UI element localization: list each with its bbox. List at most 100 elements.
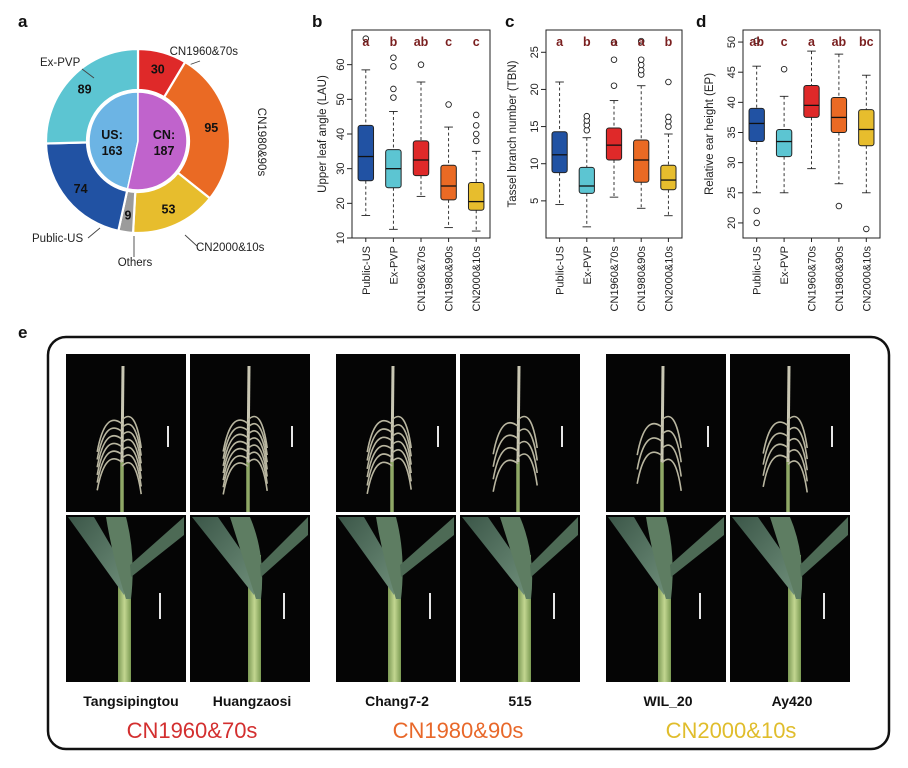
tassel-branch: [247, 415, 268, 449]
tassel-branch: [636, 422, 663, 456]
pie-slice-ex-pvp: [44, 47, 140, 145]
x-tick-label-cn1960-70s: CN1960&70s: [807, 246, 819, 312]
leaf-blade: [608, 517, 668, 595]
outlier-ex-pvp: [583, 112, 591, 120]
outlier-public-us: [362, 35, 370, 42]
tassel-branch: [96, 458, 123, 491]
pie-value-others: 9: [125, 208, 132, 222]
x-tick-label-ex-pvp: Ex-PVP: [779, 246, 791, 285]
box-cn1960-70s: [803, 84, 820, 118]
y-tick-label: 20: [335, 197, 347, 209]
box-cn1960-70s: [412, 140, 430, 177]
boxplot-tassel-branch-number: 5 10 15 20 25 Tassel branch number (TBN) a Publ…: [507, 29, 683, 312]
x-tick-label-cn1980-90s: CN1980&90s: [444, 246, 456, 312]
tassel-branch: [762, 443, 789, 476]
line-name-tangsipingtou: Tangsipingtou: [83, 693, 178, 709]
y-tick-label: 50: [726, 36, 738, 48]
outlier-ex-pvp: [390, 54, 397, 61]
tassel-branch: [247, 430, 268, 463]
significance-letter-cn2000-10s: c: [473, 35, 480, 49]
outlier-ex-pvp: [780, 65, 788, 73]
leaf-blade: [68, 517, 128, 595]
leaf-blade: [732, 517, 798, 595]
outlier-cn1980-90s: [637, 37, 645, 45]
box-cn1960-70s: [605, 127, 623, 161]
panel-label-a: a: [18, 12, 28, 31]
inner-value-us: 163: [102, 144, 123, 158]
pie-label-cn1980-90s: CN1980&90s: [255, 108, 267, 177]
tassel-spike: [516, 365, 521, 463]
upper-leaf: [800, 517, 848, 577]
tassel-branch: [247, 422, 268, 456]
tassel-spike: [390, 365, 395, 463]
upper-leaf: [400, 517, 454, 577]
y-axis-label: Upper leaf angle (LAU): [317, 75, 329, 193]
upper-leaf: [670, 517, 724, 577]
x-tick-label-public-us: Public-US: [361, 246, 373, 295]
y-tick-label: 45: [726, 66, 738, 78]
photo-grid: [66, 354, 850, 682]
x-tick-label-cn1980-90s: CN1980&90s: [834, 246, 846, 312]
y-tick-label: 40: [335, 128, 347, 140]
tassel-branch: [391, 432, 412, 465]
era-caption-1980: CN1980&90s: [393, 718, 524, 743]
leaf-sheath: [500, 517, 533, 599]
y-tick-label: 60: [335, 59, 347, 71]
significance-letter-cn2000-10s: bc: [859, 35, 874, 49]
tassel-branch: [366, 453, 393, 486]
box-public-us: [551, 131, 568, 174]
tassel-branch: [492, 459, 519, 492]
pie-label-cn2000-10s: CN2000&10s: [196, 242, 265, 254]
significance-letter-public-us: ab: [749, 35, 764, 49]
x-tick-label-cn1960-70s: CN1960&70s: [609, 246, 621, 312]
y-tick-label: 25: [726, 187, 738, 199]
tassel-branch: [222, 440, 249, 474]
outlier-cn1960-70s: [610, 82, 618, 89]
tassel-branch: [787, 437, 808, 471]
y-axis-label: Tassel branch number (TBN): [507, 60, 519, 207]
significance-letter-cn1980-90s: a: [638, 35, 646, 49]
tassel-branch: [787, 415, 808, 449]
outlier-ex-pvp: [390, 85, 397, 93]
outlier-cn2000-10s: [472, 130, 480, 138]
significance-letter-ex-pvp: c: [781, 35, 788, 49]
tassel-branch: [247, 437, 268, 470]
outlier-public-us: [753, 219, 760, 227]
inner-slice-cn: [126, 91, 188, 191]
tassel-branch: [96, 442, 123, 476]
upper-leaf: [530, 517, 578, 577]
x-tick-label-ex-pvp: Ex-PVP: [388, 246, 400, 285]
outlier-cn1980-90s: [445, 101, 452, 108]
tassel-branch: [391, 424, 412, 457]
outlier-cn1960-70s: [610, 39, 618, 46]
box-cn2000-10s: [660, 164, 677, 191]
pie-label-cn1960-70s: CN1960&70s: [170, 46, 239, 58]
y-tick-label: 10: [335, 232, 347, 244]
box-ex-pvp: [775, 128, 793, 158]
panel-label-c: c: [505, 12, 514, 31]
outlier-cn2000-10s: [472, 122, 480, 129]
tassel-branch: [517, 440, 538, 474]
pie-slice-cn1980-90s: [162, 60, 232, 200]
significance-letter-cn1960-70s: a: [611, 35, 619, 49]
inner-label-cn: CN:: [153, 128, 175, 142]
y-axis-label: Relative ear height (EP): [704, 73, 716, 195]
tassel-spike: [660, 365, 665, 463]
outlier-ex-pvp: [390, 63, 397, 70]
significance-letter-cn1980-90s: ab: [832, 35, 847, 49]
tassel-branch: [391, 449, 412, 482]
tassel-branch: [517, 453, 538, 486]
outlier-cn2000-10s: [472, 137, 480, 145]
y-tick-label: 40: [726, 96, 738, 108]
tassel-branch: [96, 434, 123, 468]
tassel-branch: [366, 428, 393, 461]
line-name-ay420: Ay420: [772, 693, 813, 709]
tassel-branch: [222, 462, 249, 495]
box-cn1980-90s: [633, 139, 650, 183]
x-tick-label-cn2000-10s: CN2000&10s: [471, 246, 483, 312]
tassel-branch: [247, 451, 268, 484]
outlier-ex-pvp: [390, 94, 397, 101]
outlier-public-us: [753, 37, 760, 45]
leaf-blade: [192, 517, 258, 595]
